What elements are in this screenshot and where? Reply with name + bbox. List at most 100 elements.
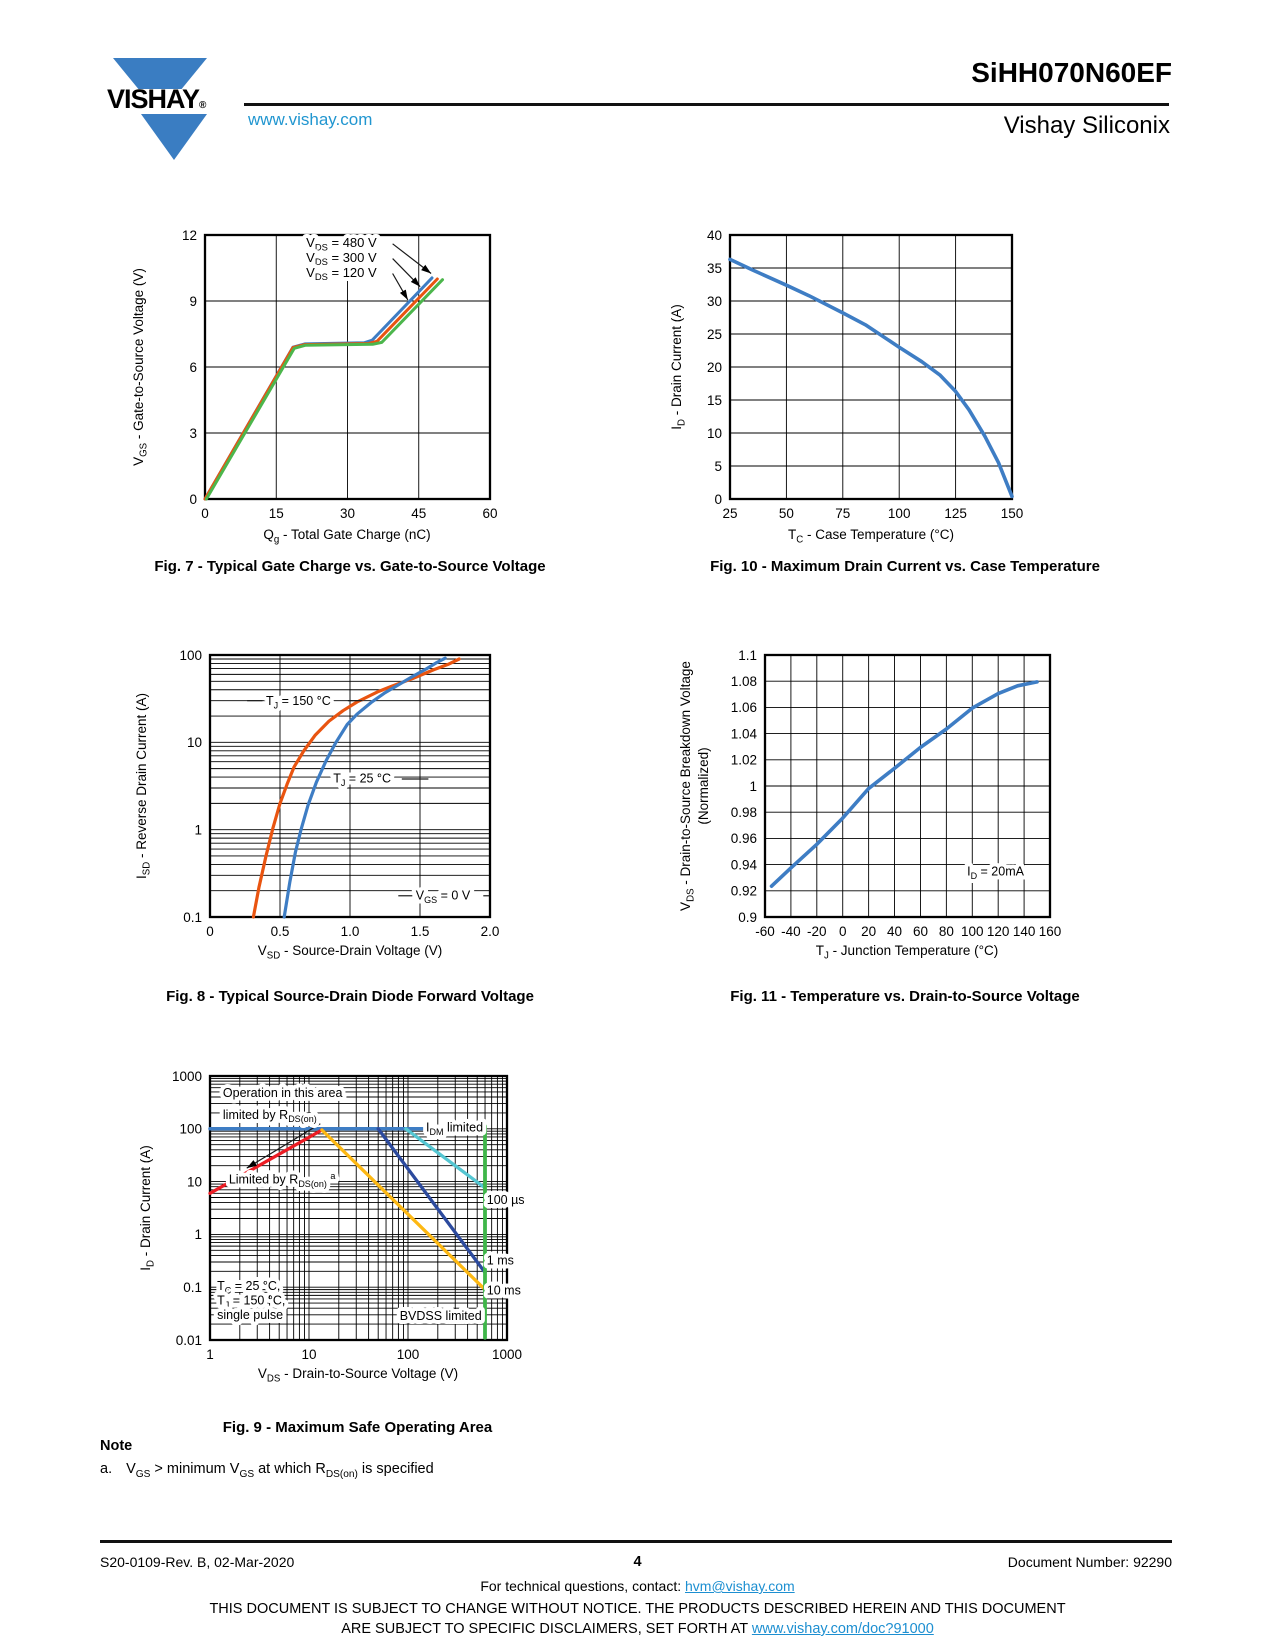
svg-text:VDS = 120 V: VDS = 120 V — [306, 265, 377, 282]
registered-mark: ® — [199, 100, 206, 111]
disclaimer-line1: THIS DOCUMENT IS SUBJECT TO CHANGE WITHO… — [209, 1601, 1066, 1617]
svg-text:25: 25 — [707, 327, 722, 342]
svg-text:single pulse: single pulse — [217, 1308, 283, 1322]
fig8-chart: TJ = 150 °CTJ = 150 °CTJ = 25 °CTJ = 25 … — [134, 648, 499, 962]
svg-text:limited by RDS(on): limited by RDS(on) — [223, 1108, 317, 1124]
svg-text:1 ms: 1 ms — [487, 1253, 514, 1267]
caption-fig8: Fig. 8 - Typical Source-Drain Diode Forw… — [166, 988, 534, 1005]
svg-text:50: 50 — [779, 506, 794, 521]
svg-text:TJ = 25 °C: TJ = 25 °C — [333, 772, 391, 788]
svg-text:30: 30 — [340, 506, 355, 521]
svg-text:60: 60 — [482, 506, 497, 521]
svg-text:TJ = 150 °C,: TJ = 150 °C, — [217, 1294, 285, 1310]
disclaimer-doc-link[interactable]: www.vishay.com/doc?91000 — [751, 1621, 934, 1637]
svg-text:2.0: 2.0 — [481, 924, 500, 939]
svg-text:0.5: 0.5 — [271, 924, 290, 939]
svg-text:1.1: 1.1 — [738, 648, 757, 663]
svg-text:0.96: 0.96 — [731, 831, 757, 846]
caption-fig11: Fig. 11 - Temperature vs. Drain-to-Sourc… — [730, 988, 1080, 1005]
svg-text:limited by RDS(on): limited by RDS(on) — [223, 1108, 317, 1124]
caption-fig7: Fig. 7 - Typical Gate Charge vs. Gate-to… — [154, 558, 546, 575]
svg-text:20: 20 — [707, 360, 722, 375]
svg-text:VDS - Drain-to-Source Voltage: VDS - Drain-to-Source Voltage (V) — [258, 1366, 458, 1384]
header-divider — [244, 103, 1169, 106]
svg-text:140: 140 — [1013, 924, 1036, 939]
svg-text:VDS = 480 V: VDS = 480 V — [306, 235, 377, 252]
svg-text:100: 100 — [888, 506, 911, 521]
svg-text:1: 1 — [194, 822, 202, 837]
svg-text:25: 25 — [722, 506, 737, 521]
svg-text:Limited by RDS(on) a: Limited by RDS(on) a — [229, 1171, 336, 1189]
svg-text:100: 100 — [179, 1122, 202, 1137]
svg-text:1: 1 — [749, 779, 757, 794]
revision-text: S20-0109-Rev. B, 02-Mar-2020 — [100, 1554, 295, 1570]
note-item-a: a. VGS > minimum VGS at which RDS(on) is … — [100, 1461, 434, 1480]
svg-text:1.0: 1.0 — [341, 924, 360, 939]
vishay-logo-triangle — [141, 114, 207, 160]
vishay-logo-wordmark: VISHAY® — [107, 84, 206, 114]
svg-text:6: 6 — [189, 360, 197, 375]
svg-text:BVDSS limited: BVDSS limited — [400, 1309, 482, 1323]
svg-text:1 ms: 1 ms — [487, 1253, 514, 1267]
svg-text:ID - Drain Current (A): ID - Drain Current (A) — [669, 304, 687, 430]
svg-text:TJ = 150 °C: TJ = 150 °C — [266, 694, 331, 710]
svg-text:10: 10 — [707, 426, 722, 441]
vishay-site-link[interactable]: www.vishay.com — [248, 110, 373, 129]
svg-text:10: 10 — [187, 1174, 202, 1189]
division-title: Vishay Siliconix — [1003, 112, 1170, 139]
svg-text:100: 100 — [961, 924, 984, 939]
svg-text:9: 9 — [189, 294, 197, 309]
svg-text:single pulse: single pulse — [217, 1308, 283, 1322]
svg-text:1.5: 1.5 — [411, 924, 430, 939]
svg-text:IDM limited: IDM limited — [426, 1121, 483, 1137]
fig10-chart: 25 50 75 100 125 150 0 5 10 15 20 25 30 35 40 TC - Case… — [669, 228, 1023, 546]
note-item-label: a. — [100, 1461, 113, 1477]
svg-text:150: 150 — [1001, 506, 1024, 521]
svg-text:(Normalized): (Normalized) — [696, 747, 711, 824]
svg-text:1000: 1000 — [492, 1347, 522, 1362]
contact-email-link[interactable]: hvm@vishay.com — [685, 1578, 795, 1594]
svg-text:10: 10 — [187, 735, 202, 750]
svg-text:VGS - Gate-to-Source Voltage (: VGS - Gate-to-Source Voltage (V) — [131, 268, 149, 466]
svg-text:1.04: 1.04 — [731, 726, 758, 741]
svg-text:TJ = 150 °C: TJ = 150 °C — [266, 694, 331, 710]
svg-text:VDS = 480 V: VDS = 480 V — [306, 235, 377, 252]
svg-text:0.1: 0.1 — [183, 1280, 202, 1295]
svg-text:0.01: 0.01 — [176, 1333, 202, 1348]
svg-text:1.08: 1.08 — [731, 674, 757, 689]
svg-text:1: 1 — [194, 1227, 202, 1242]
svg-text:0.94: 0.94 — [731, 857, 758, 872]
svg-text:-20: -20 — [807, 924, 827, 939]
svg-text:160: 160 — [1039, 924, 1062, 939]
svg-text:0: 0 — [206, 924, 214, 939]
svg-text:IDM limited: IDM limited — [426, 1121, 483, 1137]
svg-text:20: 20 — [861, 924, 876, 939]
disclaimer-prefix: ARE SUBJECT TO SPECIFIC DISCLAIMERS, SET… — [341, 1621, 752, 1637]
svg-text:1.02: 1.02 — [731, 753, 757, 768]
svg-text:TC = 25 °C,: TC = 25 °C, — [217, 1279, 280, 1295]
svg-text:10 ms: 10 ms — [487, 1284, 521, 1298]
svg-text:1000: 1000 — [172, 1069, 202, 1084]
svg-text:100 µs: 100 µs — [487, 1193, 525, 1207]
contact-prefix: For technical questions, contact: — [480, 1578, 685, 1594]
svg-text:1: 1 — [206, 1347, 214, 1362]
svg-text:3: 3 — [189, 426, 197, 441]
svg-text:VGS = 0 V: VGS = 0 V — [416, 889, 471, 905]
page-number: 4 — [633, 1554, 642, 1570]
svg-text:120: 120 — [987, 924, 1010, 939]
part-number-title: SiHH070N60EF — [971, 57, 1172, 88]
contact-line: For technical questions, contact: hvm@vi… — [0, 1578, 1275, 1594]
svg-text:VDS = 300 V: VDS = 300 V — [306, 250, 377, 267]
svg-text:TC - Case Temperature (°C): TC - Case Temperature (°C) — [788, 527, 954, 545]
svg-text:15: 15 — [269, 506, 284, 521]
svg-text:BVDSS limited: BVDSS limited — [400, 1309, 482, 1323]
disclaimer-line2: ARE SUBJECT TO SPECIFIC DISCLAIMERS, SET… — [0, 1621, 1275, 1637]
svg-text:ID - Drain Current (A): ID - Drain Current (A) — [138, 1145, 156, 1271]
svg-text:VGS = 0 V: VGS = 0 V — [416, 889, 471, 905]
svg-text:40: 40 — [707, 228, 722, 243]
svg-text:10: 10 — [301, 1347, 316, 1362]
svg-text:80: 80 — [939, 924, 954, 939]
